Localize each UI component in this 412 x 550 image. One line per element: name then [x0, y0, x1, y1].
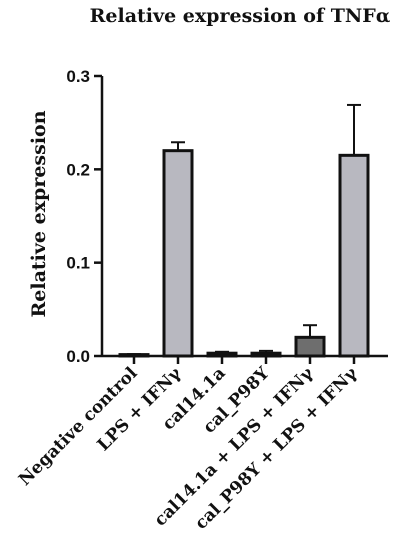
- y-tick-label: 0.1: [66, 254, 90, 273]
- y-tick-label: 0.0: [66, 347, 90, 366]
- bar: [162, 149, 194, 358]
- chart-title: Relative expression of TNFα: [90, 5, 391, 27]
- bar: [206, 351, 238, 358]
- bar: [250, 351, 282, 358]
- y-tick-label: 0.2: [66, 160, 90, 179]
- bar: [118, 353, 150, 358]
- bar: [294, 335, 326, 358]
- y-tick-label: 0.3: [66, 67, 90, 86]
- bar: [338, 153, 370, 358]
- y-axis-label: Relative expression: [28, 110, 50, 317]
